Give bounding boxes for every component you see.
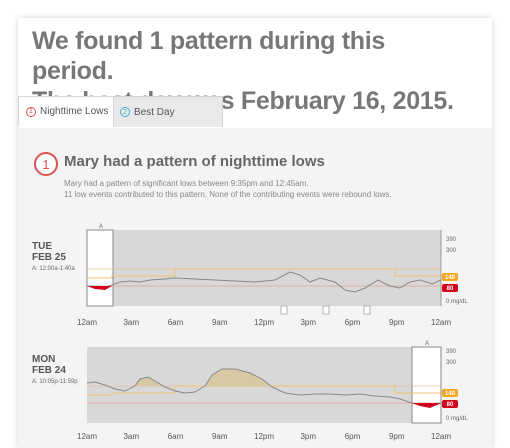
- high-threshold-badge: [442, 389, 458, 397]
- x-tick-label: 3pm: [300, 432, 317, 441]
- y-tick-300: 300: [446, 360, 457, 366]
- high-threshold-badge: [442, 273, 458, 281]
- target-schedule-line: [87, 268, 441, 279]
- low-event-fill: [412, 403, 441, 408]
- x-tick-label: 9pm: [388, 318, 405, 327]
- day-date: FEB 25: [32, 252, 66, 263]
- tab-best-day[interactable]: 2 Best Day: [113, 96, 223, 127]
- x-tick-label: 6am: [167, 318, 184, 327]
- high-threshold-value: 140: [445, 275, 456, 281]
- high-event-fill: [135, 377, 165, 386]
- event-icon[interactable]: [280, 305, 288, 315]
- low-threshold-value: 80: [447, 286, 454, 292]
- day-label-1: TUE FEB 25: [32, 241, 66, 263]
- target-schedule-line: [87, 385, 441, 396]
- x-tick-label: 12am: [430, 432, 452, 441]
- event-window-box: [86, 229, 114, 307]
- x-tick-label: 12am: [76, 318, 98, 327]
- x-tick-label: 12am: [76, 432, 98, 441]
- pattern-title: Mary had a pattern of nighttime lows: [64, 153, 325, 170]
- headline-line-1: We found 1 pattern during this period.: [32, 27, 386, 85]
- tab-nighttime-lows[interactable]: 1 Nighttime Lows: [18, 96, 114, 127]
- y-tick-0: 0 mg/dL: [446, 416, 468, 422]
- day-name: MON: [32, 354, 56, 365]
- tab-number-badge: 1: [26, 106, 36, 117]
- x-tick-label: 9am: [211, 432, 228, 441]
- tab-bar: 1 Nighttime Lows 2 Best Day: [18, 96, 492, 129]
- high-event-fill: [205, 369, 272, 386]
- event-icon[interactable]: [322, 305, 330, 315]
- glucose-chart-2: A 390 300 140 80 0 mg/dL: [86, 341, 468, 424]
- x-tick-label: 9pm: [388, 432, 405, 441]
- pattern-description-line-2: 11 low events contributed to this patter…: [64, 190, 392, 199]
- day-label-2: MON FEB 24: [32, 354, 66, 376]
- event-marker: A: [425, 341, 429, 347]
- glucose-trace: [86, 368, 442, 408]
- low-event-fill: [87, 286, 112, 290]
- pattern-description-line-1: Mary had a pattern of significant lows b…: [64, 179, 309, 188]
- tab-number-badge: 2: [120, 107, 130, 117]
- chart-shaded-region: [112, 230, 441, 306]
- high-threshold-value: 140: [445, 391, 456, 397]
- event-marker: A: [99, 224, 103, 230]
- event-window-box: [411, 346, 442, 424]
- x-tick-label: 3am: [123, 318, 140, 327]
- pattern-description: Mary had a pattern of significant lows b…: [64, 178, 484, 200]
- glucose-chart-1: A 390 300 140 80 0 mg/dL: [86, 224, 468, 315]
- pattern-number-badge: 1: [34, 152, 58, 176]
- day-name: TUE: [32, 241, 52, 252]
- glucose-trace: [87, 271, 442, 293]
- x-tick-label: 12pm: [253, 318, 275, 327]
- y-tick-0: 0 mg/dL: [446, 299, 468, 305]
- x-tick-label: 3pm: [300, 318, 317, 327]
- x-tick-label: 6pm: [344, 318, 361, 327]
- event-window-2: A: 10:05p-11:59p: [32, 379, 78, 385]
- day-date: FEB 24: [32, 365, 66, 376]
- y-tick-300: 300: [446, 248, 457, 254]
- x-tick-label: 12am: [430, 318, 452, 327]
- event-icon[interactable]: [363, 305, 371, 315]
- x-tick-label: 3am: [123, 432, 140, 441]
- tab-label: Nighttime Lows: [40, 106, 109, 117]
- x-tick-label: 6pm: [344, 432, 361, 441]
- tab-label: Best Day: [134, 106, 175, 118]
- x-tick-label: 6am: [167, 432, 184, 441]
- low-threshold-badge: [442, 400, 458, 408]
- x-tick-label: 12pm: [253, 432, 275, 441]
- low-threshold-badge: [442, 284, 458, 292]
- y-tick-390: 390: [446, 237, 457, 243]
- event-window-1: A: 12:00a-1:40a: [32, 266, 75, 272]
- low-threshold-value: 80: [447, 402, 454, 408]
- y-tick-390: 390: [446, 349, 457, 355]
- x-tick-label: 9am: [211, 318, 228, 327]
